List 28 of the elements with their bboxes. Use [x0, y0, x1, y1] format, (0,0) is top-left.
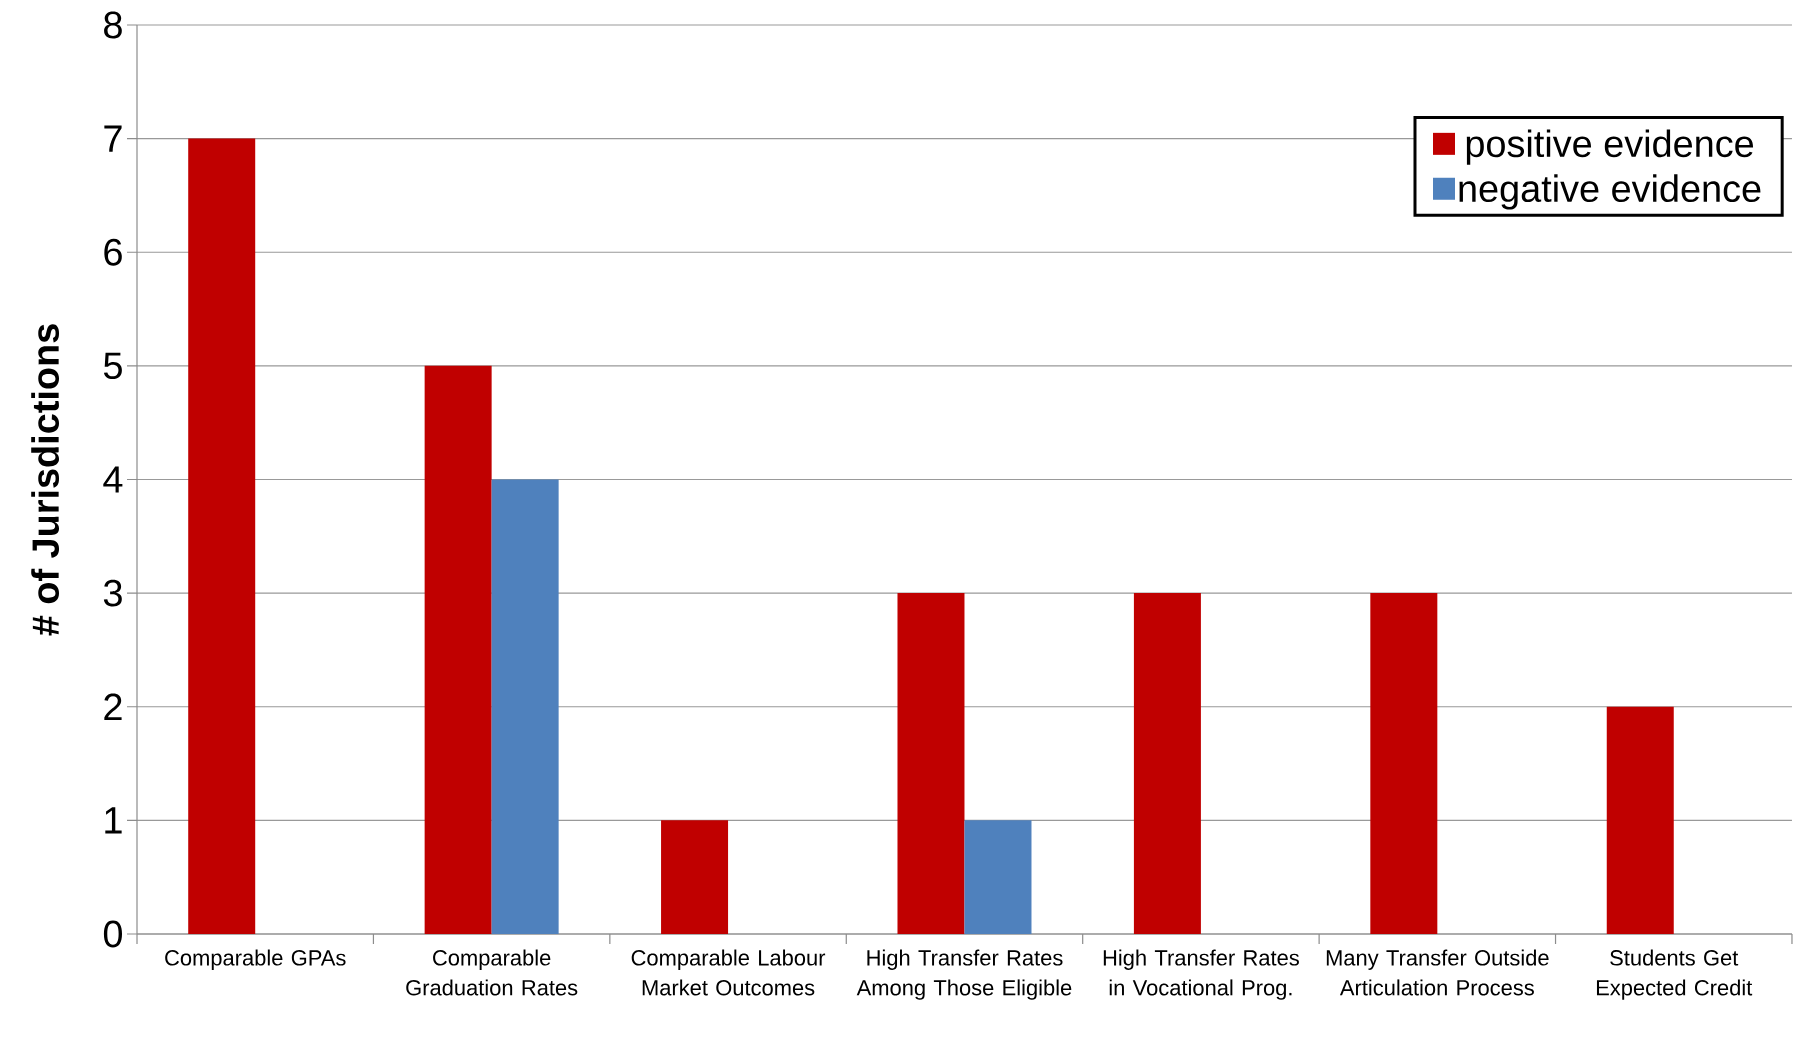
x-tick-label: Comparable GPAs: [165, 949, 346, 970]
y-tick-label: 3: [103, 579, 122, 607]
y-tick-label: 7: [104, 125, 122, 152]
bar: [188, 138, 256, 934]
bar: [1370, 593, 1438, 934]
y-tick-label: 2: [104, 693, 122, 720]
y-tick-label: 6: [104, 238, 122, 266]
y-axis-title: # of Jurisdictions: [31, 324, 60, 636]
x-tick-label: Many Transfer Outside Articulation Process: [1326, 949, 1549, 996]
x-tick-label: High Transfer Rates Among Those Eligible: [856, 949, 1072, 1000]
legend-label: negative evidence: [1459, 174, 1761, 210]
bar: [424, 365, 492, 934]
y-tick-label: 0: [103, 920, 123, 948]
x-tick-label: Comparable Graduation Rates: [406, 949, 578, 996]
x-tick-label: Comparable Labour Market Outcomes: [631, 949, 826, 996]
bar: [1133, 593, 1201, 934]
bar: [491, 479, 559, 934]
x-tick-label: Students Get Expected Credit: [1596, 949, 1753, 1000]
y-tick-label: 1: [105, 807, 122, 834]
bar: [661, 820, 729, 934]
y-tick-label: 4: [103, 466, 123, 493]
y-tick-label: 8: [104, 11, 122, 39]
legend-label: positive evidence: [1466, 129, 1754, 165]
bar: [897, 593, 965, 934]
x-tick-label: High Transfer Rates in Vocational Prog.: [1103, 949, 1299, 1000]
bar: [964, 820, 1032, 934]
y-tick-label: 5: [103, 352, 122, 380]
bar: [1606, 706, 1674, 934]
